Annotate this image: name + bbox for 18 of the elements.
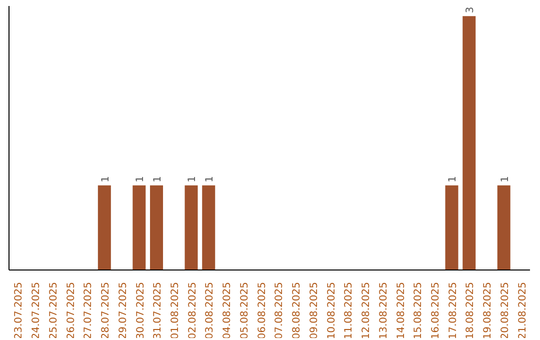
x-tick-label: 19.08.2025 <box>482 282 494 340</box>
data-label: 1 <box>448 176 459 182</box>
data-label: 1 <box>152 176 164 182</box>
x-tick-label: 12.08.2025 <box>361 282 372 340</box>
x-tick-label: 16.08.2025 <box>430 282 442 340</box>
data-label: 1 <box>204 176 216 182</box>
data-label: 1 <box>187 176 198 182</box>
data-label: 1 <box>100 176 112 182</box>
x-tick-label: 17.08.2025 <box>448 282 459 340</box>
x-tick-label: 13.08.2025 <box>378 282 390 340</box>
data-label: 3 <box>465 6 476 14</box>
x-tick-label: 15.08.2025 <box>413 282 424 340</box>
x-tick-label: 18.08.2025 <box>465 282 476 340</box>
data-label: 1 <box>500 176 511 182</box>
x-tick-label: 14.08.2025 <box>396 282 407 340</box>
x-tick-label: 10.08.2025 <box>326 282 338 340</box>
x-tick-label: 11.08.2025 <box>344 282 355 340</box>
data-label: 1 <box>135 176 146 182</box>
